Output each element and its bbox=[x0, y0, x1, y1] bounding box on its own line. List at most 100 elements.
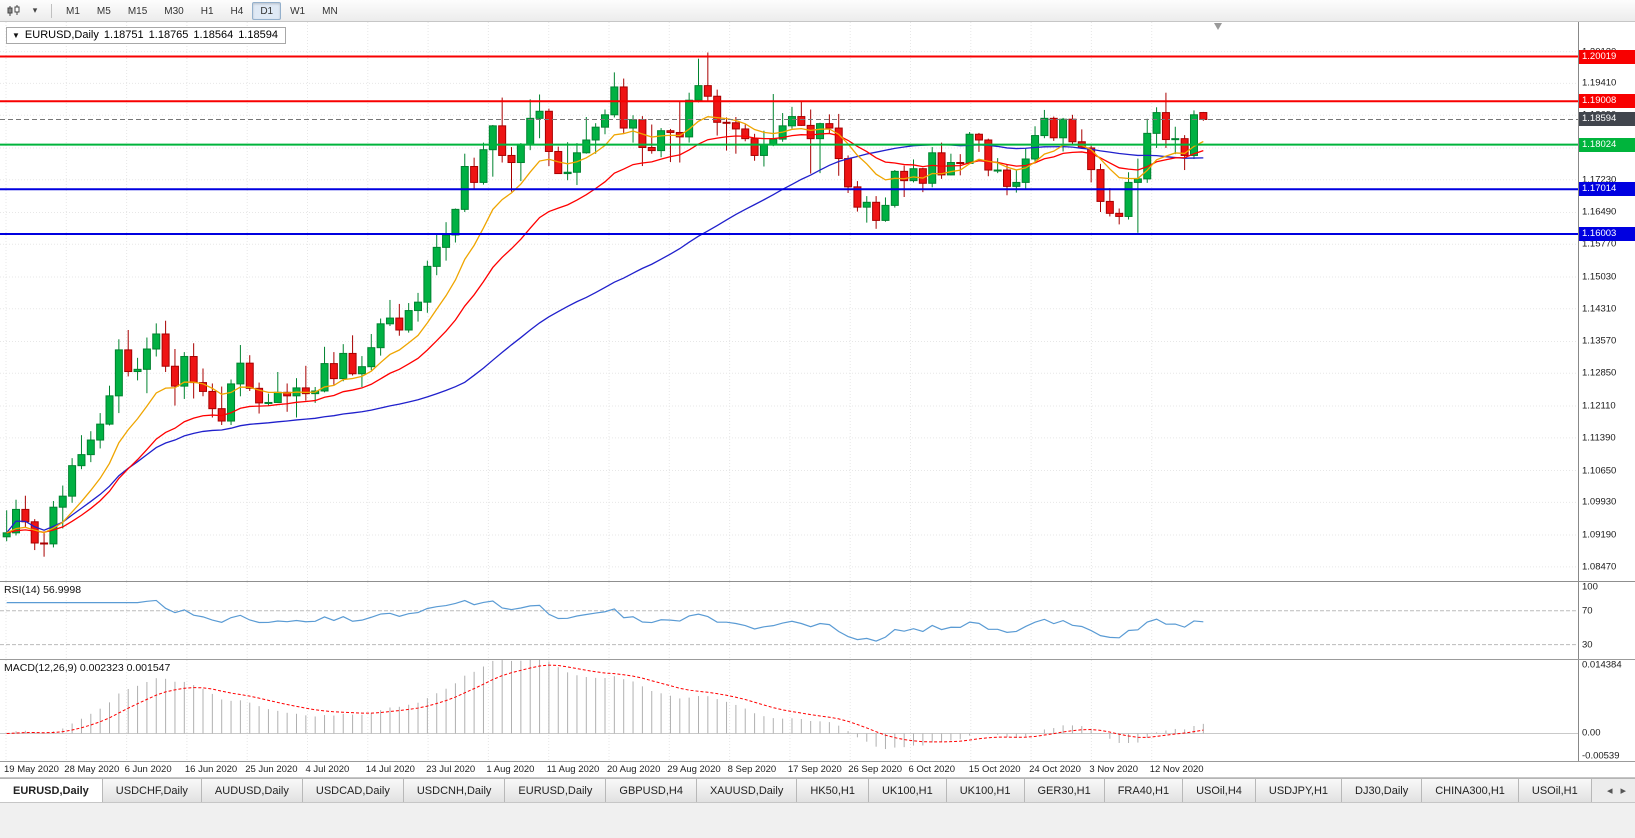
candle-up bbox=[563, 142, 572, 181]
timeframe-mn[interactable]: MN bbox=[314, 2, 346, 20]
candle-up bbox=[385, 299, 394, 327]
tab-china300-h1[interactable]: CHINA300,H1 bbox=[1422, 779, 1519, 802]
tab-uk100-h1[interactable]: UK100,H1 bbox=[868, 779, 947, 802]
candle-up bbox=[451, 208, 460, 243]
timeframe-m5[interactable]: M5 bbox=[89, 2, 119, 20]
rsi-axis-label: 100 bbox=[1582, 581, 1598, 593]
candle-down bbox=[937, 142, 946, 179]
current-price-badge: 1.18594 bbox=[1579, 112, 1635, 127]
price-axis: 1.201301.194101.186901.179501.172301.164… bbox=[1578, 22, 1635, 581]
tab-gbpusd-h4[interactable]: GBPUSD,H4 bbox=[606, 779, 697, 802]
shift-marker-icon bbox=[1214, 23, 1222, 30]
time-axis-label: 4 Jul 2020 bbox=[305, 764, 350, 775]
rsi-plot[interactable]: RSI(14) 56.9998 bbox=[0, 582, 1578, 659]
timeframe-h4[interactable]: H4 bbox=[223, 2, 252, 20]
tab-uk100-h1-2[interactable]: UK100,H1 bbox=[946, 779, 1025, 802]
time-axis-label: 14 Jul 2020 bbox=[365, 764, 415, 775]
candle-down bbox=[741, 124, 750, 142]
candle-up bbox=[367, 333, 376, 371]
time-axis-label: 3 Nov 2020 bbox=[1089, 764, 1138, 775]
candle-down bbox=[245, 355, 254, 391]
candle-up bbox=[49, 501, 58, 548]
time-axis: 19 May 2020 28 May 2020 6 Jun 2020 16 Jun 2… bbox=[0, 762, 1635, 778]
tab-usdjpy-h1[interactable]: USDJPY,H1 bbox=[1255, 779, 1343, 802]
macd-panel: MACD(12,26,9) 0.002323 0.001547 0.014384… bbox=[0, 660, 1635, 762]
candle-up bbox=[694, 58, 703, 103]
tab-hk50-h1[interactable]: HK50,H1 bbox=[797, 779, 869, 802]
candle-up bbox=[142, 337, 151, 394]
time-axis-label: 17 Sep 2020 bbox=[787, 764, 842, 775]
candle-up bbox=[526, 99, 535, 151]
chart-tab-bar: EURUSD,Daily USDCHF,Daily AUDUSD,Daily U… bbox=[0, 778, 1635, 802]
candle-up bbox=[1171, 126, 1180, 155]
price-chart-plot[interactable]: ▼ EURUSD,Daily 1.18751 1.18765 1.18564 1… bbox=[0, 22, 1578, 581]
time-axis-label: 24 Oct 2020 bbox=[1029, 764, 1081, 775]
candle-up bbox=[357, 356, 366, 388]
candle-down bbox=[806, 109, 815, 174]
candle-down bbox=[638, 116, 647, 167]
tab-usdcnh-daily[interactable]: USDCNH,Daily bbox=[403, 779, 506, 802]
timeframe-h1[interactable]: H1 bbox=[193, 2, 222, 20]
tab-usdchf-daily[interactable]: USDCHF,Daily bbox=[102, 779, 202, 802]
tab-usdcad-daily[interactable]: USDCAD,Daily bbox=[302, 779, 404, 802]
tab-xauusd-daily[interactable]: XAUUSD,Daily bbox=[696, 779, 798, 802]
tab-usoil-h4[interactable]: USOil,H4 bbox=[1183, 779, 1256, 802]
candle-up bbox=[909, 159, 918, 183]
tab-dj30-daily[interactable]: DJ30,Daily bbox=[1342, 779, 1423, 802]
tab-audusd-daily[interactable]: AUDUSD,Daily bbox=[201, 779, 303, 802]
timeframe-m1[interactable]: M1 bbox=[58, 2, 88, 20]
candle-up bbox=[152, 323, 161, 357]
tab-eurusd-daily-2[interactable]: EURUSD,Daily bbox=[505, 779, 607, 802]
tab-scroll-left-icon[interactable]: ◂ bbox=[1606, 785, 1613, 797]
price-axis-label: 1.11390 bbox=[1582, 432, 1616, 444]
timeframe-m30[interactable]: M30 bbox=[156, 2, 191, 20]
candle-down bbox=[507, 147, 516, 192]
candle-up bbox=[432, 233, 441, 276]
candle-down bbox=[255, 382, 264, 414]
price-axis-label: 1.10650 bbox=[1582, 465, 1617, 477]
macd-grid bbox=[0, 660, 1578, 761]
tab-eurusd-daily[interactable]: EURUSD,Daily bbox=[0, 779, 103, 802]
candle-up bbox=[273, 371, 282, 403]
candle-down bbox=[647, 124, 656, 154]
macd-label: MACD(12,26,9) 0.002323 0.001547 bbox=[4, 662, 171, 674]
gridlines bbox=[0, 22, 1578, 581]
time-axis-label: 6 Jun 2020 bbox=[124, 764, 172, 775]
time-axis-label: 28 May 2020 bbox=[64, 764, 120, 775]
price-axis-label: 1.17230 bbox=[1582, 174, 1617, 186]
candle-down bbox=[1180, 135, 1189, 171]
open-value: 1.18751 bbox=[103, 29, 144, 41]
rsi-grid bbox=[0, 582, 1578, 659]
timeframe-d1[interactable]: D1 bbox=[252, 1, 282, 20]
candle-up bbox=[68, 458, 77, 503]
candle-up bbox=[423, 260, 432, 313]
one-click-trading-toggle[interactable]: ▼ bbox=[12, 30, 20, 40]
chart-dropdown-icon[interactable]: ▾ bbox=[32, 5, 38, 15]
tab-ger30-h1[interactable]: GER30,H1 bbox=[1024, 779, 1105, 802]
macd-plot[interactable]: MACD(12,26,9) 0.002323 0.001547 bbox=[0, 660, 1578, 761]
tab-fra40-h1[interactable]: FRA40,H1 bbox=[1104, 779, 1184, 802]
timeframe-m15[interactable]: M15 bbox=[120, 2, 155, 20]
symbol-period-label: EURUSD,Daily bbox=[24, 29, 99, 41]
candle-up bbox=[816, 122, 825, 174]
candle-down bbox=[283, 383, 292, 412]
candle-down bbox=[675, 101, 684, 163]
candle-down bbox=[1087, 145, 1096, 183]
candle-up bbox=[1189, 110, 1198, 159]
candle-down bbox=[395, 303, 404, 336]
candle-down bbox=[161, 320, 170, 372]
chart-window-icon[interactable] bbox=[4, 2, 24, 20]
candle-down bbox=[1096, 163, 1105, 213]
timeframe-w1[interactable]: W1 bbox=[282, 2, 313, 20]
price-axis-label: 1.12850 bbox=[1582, 367, 1617, 379]
tab-usoil-h1[interactable]: USOil,H1 bbox=[1518, 779, 1592, 802]
candle-up bbox=[404, 303, 413, 333]
candle-up bbox=[2, 510, 11, 542]
candle-up bbox=[965, 132, 974, 165]
tab-scroll-right-icon[interactable]: ▸ bbox=[1620, 785, 1626, 797]
macd-axis-label: 0.00 bbox=[1582, 727, 1601, 739]
time-axis-label: 19 May 2020 bbox=[4, 764, 59, 775]
time-axis-label: 23 Jul 2020 bbox=[426, 764, 476, 775]
candle-up bbox=[759, 130, 768, 167]
macd-axis-label: -0.00539 bbox=[1582, 750, 1620, 762]
